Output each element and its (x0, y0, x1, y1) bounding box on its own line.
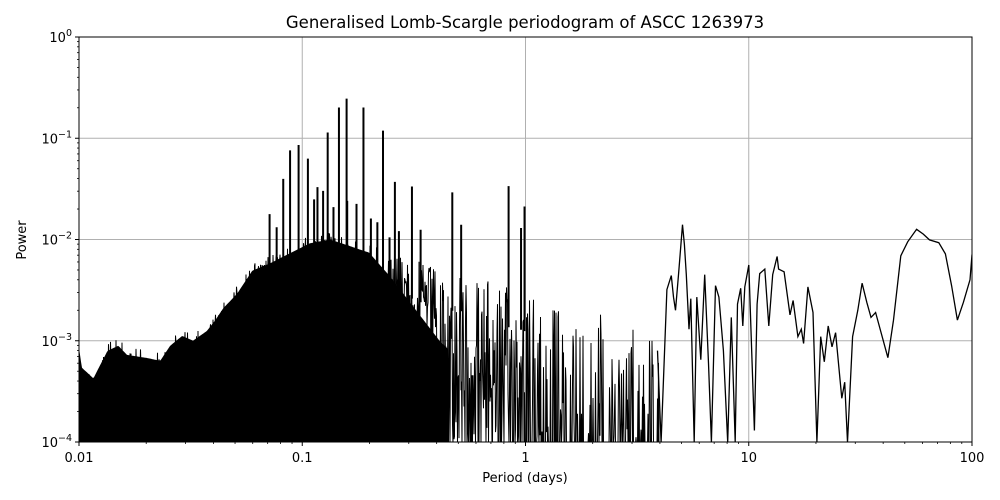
plot-area (79, 98, 972, 442)
y-tick-label: 10−2 (41, 231, 72, 249)
y-tick-label: 100 (49, 28, 72, 46)
x-axis-label: Period (days) (482, 471, 568, 486)
x-tick-label: 100 (960, 451, 985, 466)
x-tick-label: 0.1 (292, 451, 313, 466)
y-tick-label: 10−1 (41, 129, 72, 147)
y-axis-ticks: 100 10−1 10−2 10−3 10−4 (41, 28, 79, 451)
y-tick-label: 10−3 (41, 332, 72, 350)
y-axis-label: Power (15, 220, 30, 260)
x-tick-label: 10 (740, 451, 757, 466)
peak-spikes (268, 98, 526, 332)
x-tick-label: 0.01 (65, 451, 94, 466)
chart-title: Generalised Lomb-Scargle periodogram of … (286, 13, 764, 32)
x-axis-ticks: 0.01 0.1 1 10 100 (65, 442, 985, 466)
smooth-periodogram-line (656, 224, 972, 442)
x-tick-label: 1 (521, 451, 529, 466)
y-tick-label: 10−4 (41, 433, 72, 451)
